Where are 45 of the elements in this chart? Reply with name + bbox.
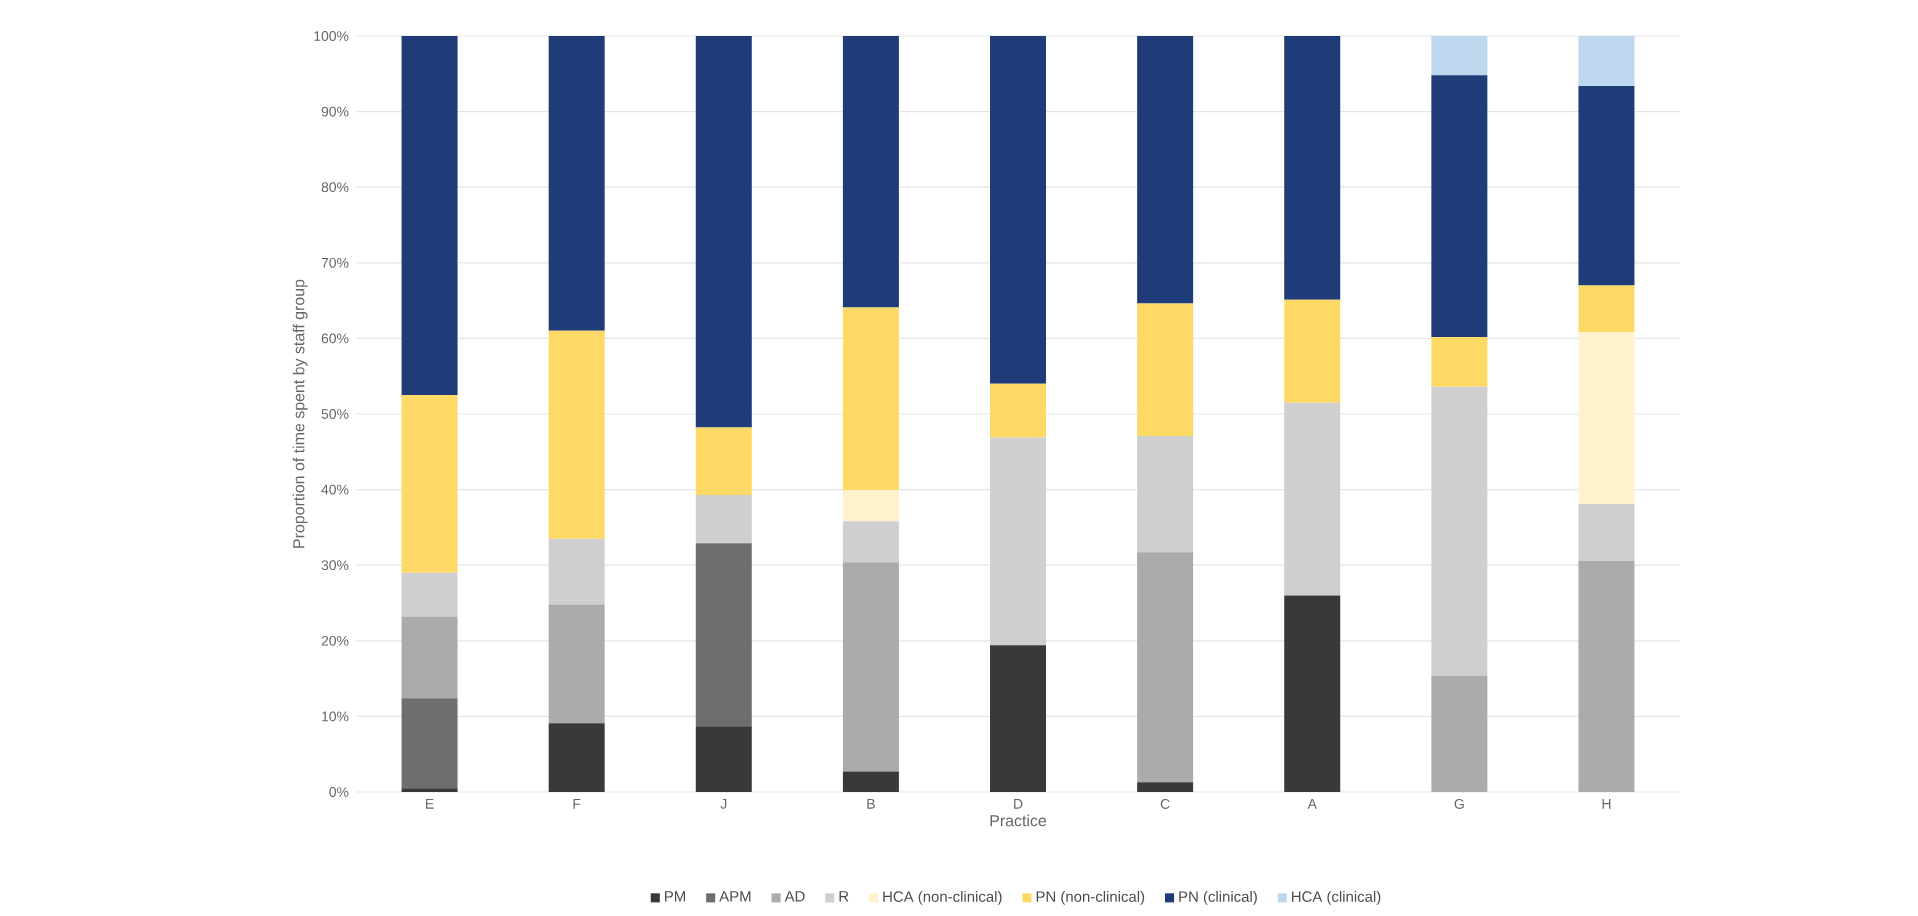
bar bbox=[842, 490, 899, 522]
bar bbox=[1137, 552, 1194, 783]
bar bbox=[842, 307, 899, 491]
bar bbox=[1284, 402, 1341, 596]
bar bbox=[990, 35, 1047, 384]
bar bbox=[1578, 285, 1635, 333]
bar bbox=[1578, 332, 1635, 504]
bar bbox=[1578, 560, 1635, 792]
bar bbox=[1578, 503, 1635, 561]
bar bbox=[1431, 75, 1488, 337]
bar bbox=[842, 521, 899, 563]
bar bbox=[842, 35, 899, 308]
bar bbox=[695, 427, 752, 495]
bar bbox=[401, 616, 458, 699]
bar bbox=[1578, 85, 1635, 286]
bar bbox=[1137, 435, 1194, 553]
bar bbox=[1431, 386, 1488, 676]
bar bbox=[1137, 782, 1194, 792]
bar bbox=[1431, 35, 1488, 76]
bar bbox=[695, 494, 752, 544]
bar bbox=[1284, 35, 1341, 300]
bar bbox=[695, 35, 752, 428]
bar bbox=[401, 395, 458, 573]
bar bbox=[1284, 595, 1341, 792]
bar bbox=[1284, 299, 1341, 403]
bar bbox=[1431, 675, 1488, 792]
bar bbox=[401, 572, 458, 617]
bar bbox=[548, 538, 605, 605]
bar bbox=[990, 437, 1047, 646]
bar bbox=[401, 698, 458, 789]
bar bbox=[1431, 336, 1488, 387]
bar bbox=[1137, 35, 1194, 304]
bar bbox=[842, 562, 899, 772]
bar bbox=[1137, 303, 1194, 436]
bar bbox=[548, 604, 605, 724]
bar bbox=[548, 723, 605, 792]
bar bbox=[401, 35, 458, 396]
bar bbox=[990, 645, 1047, 792]
bar bbox=[695, 726, 752, 792]
bar bbox=[990, 383, 1047, 438]
bar bbox=[842, 771, 899, 792]
bar bbox=[1578, 35, 1635, 86]
bar bbox=[695, 543, 752, 727]
bar bbox=[548, 35, 605, 331]
bar bbox=[548, 330, 605, 539]
